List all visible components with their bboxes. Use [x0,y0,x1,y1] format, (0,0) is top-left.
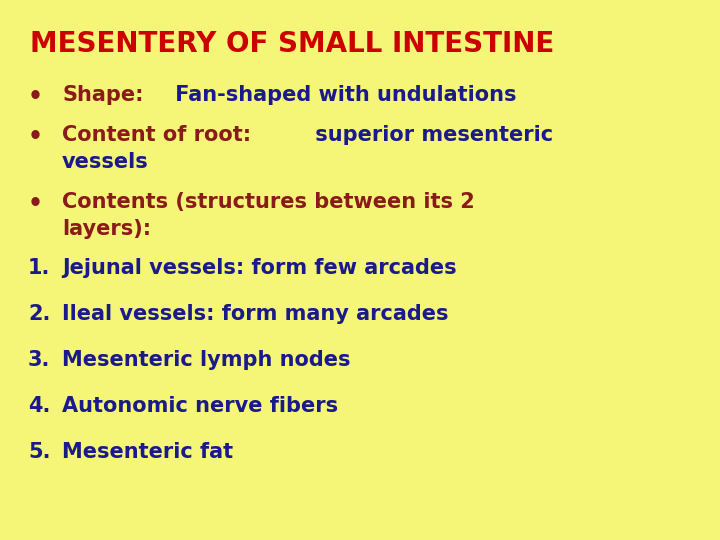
Text: Mesenteric lymph nodes: Mesenteric lymph nodes [62,350,351,370]
Text: 2.: 2. [28,304,50,324]
Text: Shape:: Shape: [62,85,143,105]
Text: •: • [28,192,43,216]
Text: MESENTERY OF SMALL INTESTINE: MESENTERY OF SMALL INTESTINE [30,30,554,58]
Text: Fan-shaped with undulations: Fan-shaped with undulations [168,85,516,105]
Text: •: • [28,125,43,149]
Text: 3.: 3. [28,350,50,370]
Text: layers):: layers): [62,219,151,239]
Text: 1.: 1. [28,258,50,278]
Text: Content of root:: Content of root: [62,125,251,145]
Text: superior mesenteric: superior mesenteric [307,125,553,145]
Text: Contents (structures between its 2: Contents (structures between its 2 [62,192,474,212]
Text: 5.: 5. [28,442,50,462]
Text: vessels: vessels [62,152,149,172]
Text: 4.: 4. [28,396,50,416]
Text: Mesenteric fat: Mesenteric fat [62,442,233,462]
Text: •: • [28,85,43,109]
Text: Ileal vessels: form many arcades: Ileal vessels: form many arcades [62,304,449,324]
Text: Jejunal vessels: form few arcades: Jejunal vessels: form few arcades [62,258,456,278]
Text: Autonomic nerve fibers: Autonomic nerve fibers [62,396,338,416]
